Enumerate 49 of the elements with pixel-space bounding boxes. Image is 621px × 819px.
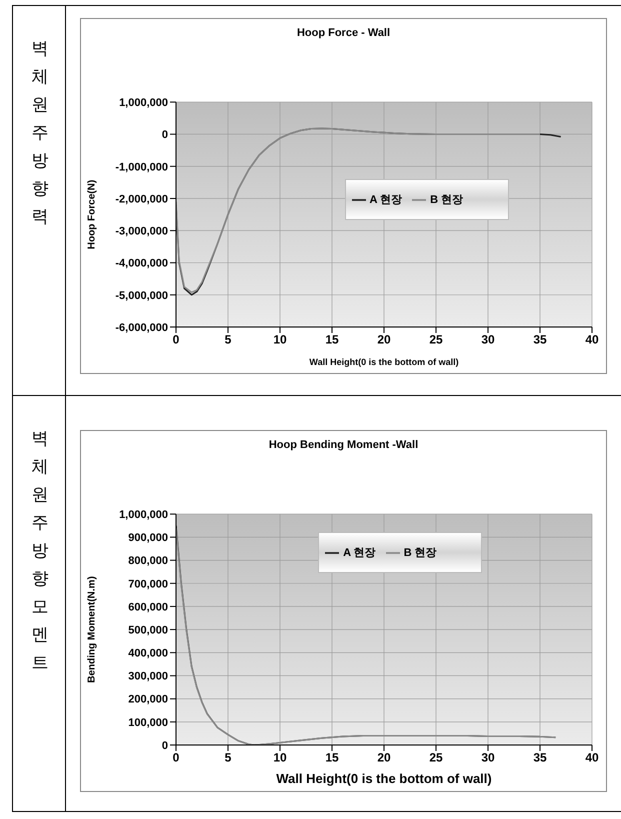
text: 벽체 원주방향모멘트 (32, 429, 48, 673)
y-tick-label: 1,000,000 (119, 509, 168, 521)
y-tick-label: 700,000 (128, 578, 168, 590)
x-tick-label: 35 (533, 332, 547, 347)
y-tick-label: 900,000 (128, 532, 168, 544)
y-tick-label: -2,000,000 (115, 193, 168, 206)
x-tick-label: 5 (224, 332, 232, 347)
y-tick-label: 600,000 (128, 601, 168, 614)
x-tick-label: 10 (273, 332, 287, 347)
x-tick-label: 25 (429, 750, 443, 765)
x-tick-label: 20 (377, 750, 391, 765)
x-tick-label: 0 (172, 332, 180, 347)
text: 벽체 원주방향력 (30, 38, 50, 229)
y-tick-label: -3,000,000 (115, 226, 168, 238)
legend-label: B 현장 (430, 194, 464, 206)
x-tick-label: 25 (429, 332, 443, 347)
legend-label: B 현장 (404, 547, 437, 560)
x-tick-label: 30 (481, 332, 495, 347)
x-axis-title: Wall Height(0 is the bottom of wall) (309, 357, 459, 367)
x-tick-label: 30 (481, 750, 495, 765)
x-tick-label: 0 (172, 750, 180, 765)
legend-label: A 현장 (343, 547, 376, 560)
y-axis-title: Hoop Force(N) (86, 180, 98, 250)
y-tick-label: 100,000 (128, 716, 168, 729)
y-tick-label: -6,000,000 (115, 322, 168, 334)
y-tick-label: 500,000 (128, 624, 168, 636)
x-tick-label: 15 (325, 750, 339, 765)
y-tick-label: 0 (162, 129, 168, 142)
y-tick-label: -1,000,000 (115, 161, 168, 174)
x-tick-label: 40 (585, 332, 599, 347)
x-axis-title: Wall Height(0 is the bottom of wall) (276, 771, 492, 786)
y-tick-label: 300,000 (128, 670, 168, 683)
x-tick-label: 5 (224, 750, 232, 765)
x-tick-label: 35 (533, 750, 547, 765)
y-axis-title: Bending Moment(N.m) (86, 576, 98, 683)
y-tick-label: 200,000 (128, 694, 168, 706)
y-tick-label: 400,000 (128, 648, 168, 660)
y-tick-label: -4,000,000 (115, 258, 168, 270)
y-tick-label: 0 (162, 740, 168, 752)
x-tick-label: 15 (325, 332, 339, 347)
x-tick-label: 10 (273, 750, 287, 765)
x-tick-label: 40 (585, 750, 599, 765)
y-tick-label: -5,000,000 (115, 290, 168, 302)
y-tick-label: 1,000,000 (119, 97, 168, 109)
chart-title: Hoop Bending Moment -Wall (268, 439, 420, 451)
y-tick-label: 800,000 (128, 555, 168, 568)
legend-label: A 현장 (370, 194, 402, 206)
chart-title: Hoop Force - Wall (296, 27, 392, 39)
x-tick-label: 20 (377, 332, 391, 347)
